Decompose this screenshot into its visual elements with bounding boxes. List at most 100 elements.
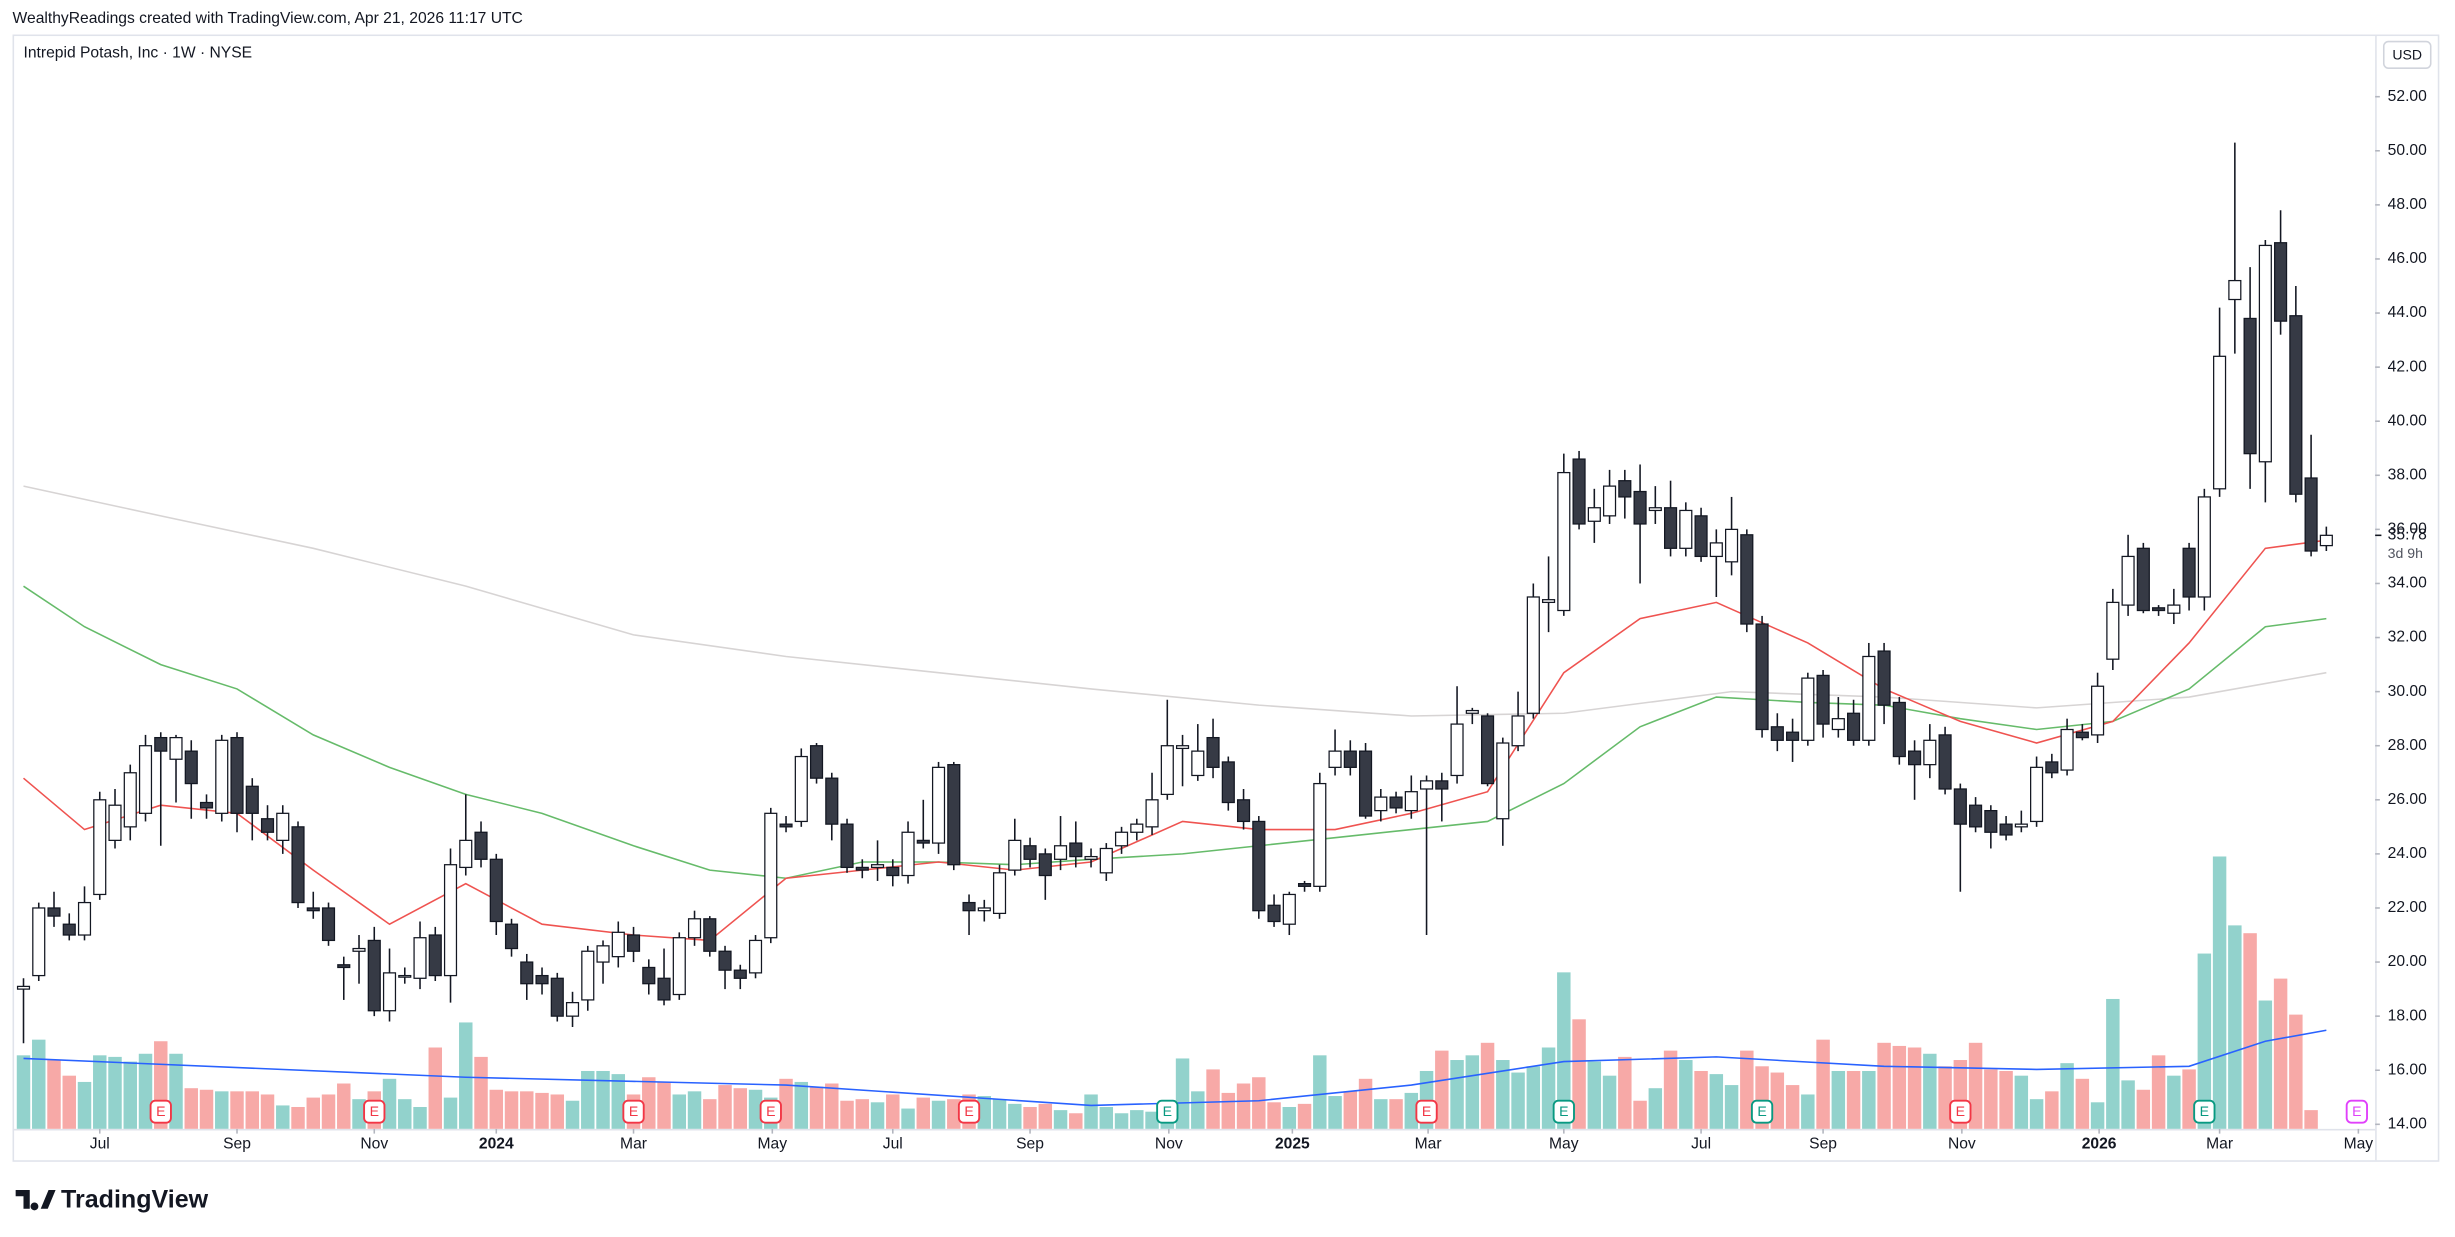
- candle-body: [306, 907, 320, 912]
- candle-body: [931, 766, 946, 844]
- candle-body: [581, 950, 595, 1001]
- volume-bar: [352, 1099, 366, 1129]
- volume-bar: [2258, 1000, 2273, 1129]
- volume-bar: [1557, 972, 1571, 1129]
- candle-body: [1816, 674, 1830, 725]
- earnings-badge[interactable]: E: [1750, 1099, 1774, 1124]
- candle-body: [276, 812, 290, 841]
- volume-bar: [47, 1060, 61, 1129]
- x-tick-label: 2026: [2082, 1136, 2117, 1153]
- candle-body: [840, 823, 854, 869]
- candle-body: [398, 974, 412, 978]
- candle-body: [1114, 831, 1129, 847]
- volume-bar: [1343, 1091, 1358, 1129]
- volume-bar: [1663, 1050, 1678, 1129]
- x-tick-label: Jul: [883, 1136, 903, 1153]
- volume-bar: [1724, 1085, 1739, 1129]
- earnings-badge[interactable]: E: [622, 1099, 645, 1124]
- volume-bar: [1206, 1069, 1220, 1129]
- candle-body: [1175, 745, 1190, 750]
- y-tick-label: 48.00: [2388, 196, 2427, 213]
- volume-bar: [916, 1097, 931, 1129]
- volume-bar: [2151, 1055, 2166, 1129]
- volume-ma-line: [23, 1029, 2327, 1107]
- volume-bar: [520, 1091, 534, 1129]
- candle-body: [626, 934, 641, 952]
- candle-body: [1038, 853, 1052, 877]
- candle-body: [1313, 782, 1327, 887]
- candle-body: [2182, 547, 2196, 598]
- earnings-badge[interactable]: E: [1415, 1099, 1438, 1124]
- earnings-badge-box: [2193, 1099, 2216, 1124]
- candle-body: [565, 1001, 580, 1017]
- earnings-badge-box: [2345, 1099, 2368, 1124]
- y-tick-label: 32.00: [2388, 629, 2427, 646]
- currency-box[interactable]: [2382, 40, 2432, 69]
- volume-bar: [1313, 1055, 1327, 1129]
- volume-bar: [931, 1100, 946, 1129]
- candle-body: [1694, 515, 1708, 558]
- earnings-label: E: [629, 1103, 638, 1119]
- volume-bar: [1770, 1072, 1785, 1129]
- volume-bar: [1907, 1047, 1922, 1129]
- volume-bar: [1084, 1094, 1098, 1129]
- earnings-badge[interactable]: E: [1552, 1099, 1575, 1124]
- earnings-label: E: [1956, 1103, 1965, 1119]
- volume-bar: [443, 1097, 458, 1129]
- candle-body: [199, 801, 214, 809]
- volume-bar: [62, 1075, 76, 1129]
- x-tick-label: May: [2344, 1136, 2374, 1153]
- volume-bar: [1618, 1056, 1632, 1129]
- earnings-badge[interactable]: E: [1949, 1099, 1972, 1124]
- candle-body: [77, 901, 92, 936]
- candle-body: [886, 866, 900, 877]
- earnings-badge-box: [1750, 1099, 1774, 1124]
- candle-body: [992, 872, 1007, 915]
- earnings-badge[interactable]: E: [1156, 1099, 1179, 1124]
- earnings-badge[interactable]: E: [2193, 1099, 2216, 1124]
- candle-body: [1236, 799, 1251, 823]
- volume-bar: [611, 1074, 626, 1129]
- candle-body: [2106, 601, 2120, 660]
- candle-body: [1023, 845, 1037, 860]
- earnings-badge[interactable]: E: [957, 1099, 981, 1124]
- candle-body: [977, 907, 991, 912]
- volume-bar: [947, 1099, 961, 1129]
- candle-body: [1221, 761, 1235, 804]
- candle-body: [184, 750, 198, 785]
- candle-body: [1847, 712, 1861, 741]
- y-tick-label: 24.00: [2388, 845, 2427, 862]
- candle-body: [962, 901, 976, 912]
- volume-bar: [1877, 1042, 1891, 1129]
- logo-icon: [15, 1189, 56, 1211]
- volume-bar: [2090, 1102, 2105, 1129]
- candle-body: [1908, 750, 1922, 766]
- volume-bar: [337, 1083, 351, 1129]
- volume-bar: [1923, 1053, 1937, 1129]
- volume-bar: [2014, 1075, 2029, 1129]
- earnings-badge-box: [1156, 1099, 1179, 1124]
- volume-bar: [977, 1096, 992, 1129]
- earnings-badge[interactable]: E: [363, 1099, 386, 1124]
- earnings-badge[interactable]: E: [149, 1099, 172, 1124]
- volume-bar: [1480, 1042, 1495, 1129]
- earnings-badge[interactable]: E: [2345, 1099, 2368, 1124]
- candle-body: [1526, 596, 1540, 714]
- volume-bar: [1740, 1050, 1754, 1129]
- volume-bar: [794, 1081, 809, 1129]
- volume-bar: [1252, 1077, 1266, 1129]
- x-tick-label: Nov: [360, 1136, 388, 1153]
- volume-bar: [748, 1089, 763, 1129]
- candle-body: [1130, 823, 1144, 833]
- candle-body: [1877, 650, 1891, 706]
- volume-bar: [1282, 1106, 1297, 1129]
- earnings-badge[interactable]: E: [759, 1099, 782, 1124]
- volume-bar: [2243, 933, 2257, 1129]
- candle-body: [1648, 507, 1662, 512]
- volume-bar: [1069, 1113, 1083, 1129]
- candle-body: [1786, 731, 1800, 741]
- candle-body: [1404, 791, 1418, 812]
- volume-bar: [2182, 1069, 2196, 1129]
- volume-bar: [2060, 1063, 2074, 1129]
